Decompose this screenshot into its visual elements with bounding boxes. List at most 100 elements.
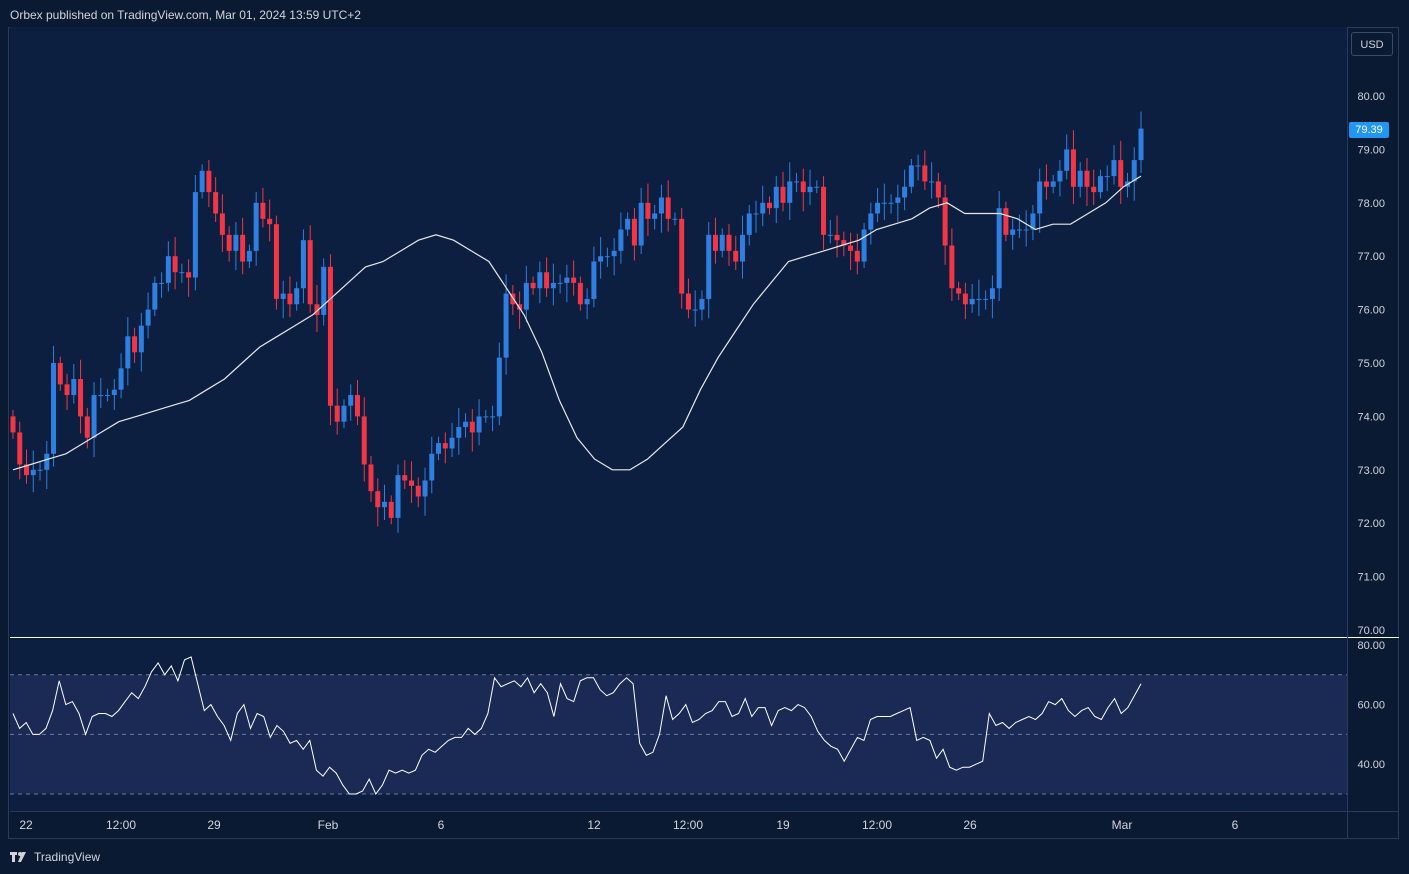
candle [537, 261, 543, 304]
candle [544, 257, 550, 297]
candle [942, 184, 948, 265]
candle [37, 461, 43, 481]
candle [78, 359, 84, 434]
rsi-axis-ticks[interactable]: 80.00 60.00 40.00 [1357, 640, 1385, 771]
candle [631, 208, 637, 261]
price-tick-label: 74.00 [1357, 411, 1385, 423]
candle [125, 317, 131, 386]
price-tick-label: 71.00 [1357, 572, 1385, 584]
candle [1097, 169, 1103, 199]
candle [145, 292, 151, 339]
currency-button[interactable]: USD [1351, 32, 1393, 56]
tradingview-logo-icon [10, 852, 26, 862]
candle [564, 264, 570, 303]
candle [111, 379, 117, 410]
candle [1016, 214, 1022, 239]
price-tick-label: 79.00 [1357, 144, 1385, 156]
candle [280, 280, 286, 319]
candle [1138, 111, 1144, 173]
candle [321, 258, 327, 326]
candle [672, 212, 678, 226]
candle [969, 283, 975, 313]
price-pane-bg [10, 27, 1347, 637]
candle [834, 215, 840, 258]
time-tick-label: Mar [1112, 818, 1133, 832]
candle [1118, 140, 1124, 204]
candle [665, 180, 671, 232]
candle [868, 202, 874, 245]
rsi-path [12, 656, 1142, 795]
rsi-line [12, 656, 1142, 795]
candle [760, 185, 766, 227]
candle [827, 219, 833, 244]
candle [219, 194, 225, 252]
candle [395, 464, 401, 533]
time-tick-label: 19 [776, 818, 790, 832]
rsi-tick-label: 60.00 [1357, 700, 1385, 712]
candle [767, 196, 773, 215]
candle [1037, 168, 1043, 233]
time-axis-ticks[interactable]: 22 12:00 29 Feb 6 12 12:00 19 12:00 26 Mar 6 [19, 818, 1238, 832]
price-tick-label: 76.00 [1357, 305, 1385, 317]
footer-brand[interactable]: TradingView [10, 848, 100, 866]
candle [233, 222, 239, 271]
time-tick-label: 12:00 [862, 818, 892, 832]
candle [902, 169, 908, 211]
candle [841, 231, 847, 257]
candle [368, 455, 374, 502]
candle [956, 281, 962, 300]
candle [375, 478, 381, 527]
candle [814, 180, 820, 194]
rsi-level-lines [10, 674, 1347, 795]
candle [24, 449, 30, 484]
time-tick-label: 29 [207, 818, 221, 832]
moving-average [12, 175, 1142, 471]
candle [571, 260, 577, 296]
candle [307, 225, 313, 313]
candle [1104, 165, 1110, 192]
candle [354, 380, 360, 425]
candle [746, 204, 752, 246]
candle [57, 356, 63, 391]
candle [436, 436, 442, 461]
candle [800, 168, 806, 212]
candle [206, 160, 212, 208]
candle [719, 228, 725, 258]
candle [908, 159, 914, 194]
candle [179, 263, 185, 283]
candle [523, 265, 529, 323]
candle [773, 176, 779, 224]
candle [422, 467, 428, 516]
candle [483, 409, 489, 423]
candle [794, 172, 800, 193]
candle [71, 364, 77, 404]
price-tick-label: 72.00 [1357, 518, 1385, 530]
candle [962, 282, 968, 320]
candle [1057, 160, 1063, 197]
candle [361, 397, 367, 482]
price-axis-ticks[interactable]: 80.00 79.00 78.00 77.00 76.00 75.00 74.00 73.00… [1357, 91, 1385, 637]
candle [51, 345, 57, 467]
candle [246, 244, 252, 268]
time-tick-label: 22 [19, 818, 33, 832]
candle [753, 200, 759, 233]
candle [334, 388, 340, 435]
candle [1070, 130, 1076, 204]
candle [915, 154, 921, 181]
candle [638, 187, 644, 255]
candle [490, 405, 496, 432]
candle [618, 212, 624, 264]
candle [273, 215, 279, 310]
price-tick-label: 80.00 [1357, 91, 1385, 103]
candle [30, 450, 36, 493]
candle [625, 212, 631, 236]
candle [17, 421, 23, 480]
candle [91, 382, 97, 457]
candle [976, 279, 982, 317]
rsi-tick-label: 80.00 [1357, 640, 1385, 652]
candle [496, 342, 502, 425]
candle [739, 215, 745, 279]
candle [949, 228, 955, 302]
time-tick-label: 12 [587, 818, 601, 832]
